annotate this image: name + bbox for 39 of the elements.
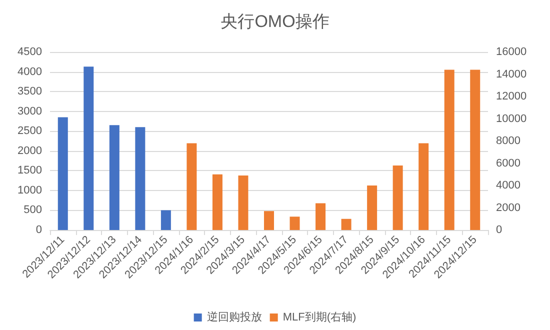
- bar: [109, 125, 120, 230]
- bar: [290, 216, 300, 230]
- bar: [418, 143, 429, 230]
- bar: [212, 174, 222, 230]
- y2-tick-label: 4000: [496, 180, 520, 192]
- y2-tick-label: 16000: [496, 46, 527, 58]
- bar: [160, 210, 171, 230]
- bar: [392, 165, 403, 230]
- legend-label: MLF到期(右轴): [282, 310, 356, 324]
- bar: [58, 117, 68, 230]
- y-tick-label: 500: [24, 204, 42, 216]
- bar: [238, 175, 248, 230]
- y-tick-label: 2500: [18, 125, 42, 138]
- bar: [135, 127, 146, 230]
- y2-tick-label: 2000: [496, 202, 520, 214]
- y2-tick-label: 8000: [496, 135, 520, 147]
- y-tick-label: 1500: [18, 164, 42, 177]
- y2-tick-label: 14000: [496, 68, 527, 80]
- y2-tick-label: 6000: [496, 157, 520, 170]
- y-tick-label: 4500: [18, 46, 42, 58]
- y2-tick-label: 10000: [496, 112, 527, 125]
- bar: [444, 70, 454, 230]
- y-tick-label: 3000: [18, 105, 42, 118]
- bar: [84, 66, 94, 230]
- y-tick-label: 0: [36, 224, 42, 236]
- y-tick-label: 2000: [18, 144, 42, 157]
- bar: [264, 211, 274, 230]
- bar: [470, 70, 480, 230]
- bar: [341, 218, 352, 230]
- y2-tick-label: 12000: [496, 90, 527, 102]
- y2-tick-label: 0: [496, 224, 502, 236]
- y-tick-label: 4000: [18, 66, 42, 78]
- y-tick-label: 1000: [18, 184, 42, 196]
- bar: [367, 186, 378, 230]
- bar: [316, 203, 326, 230]
- chart-title: 央行OMO操作: [220, 12, 330, 31]
- legend-label: 逆回购投放: [206, 310, 262, 324]
- bar: [186, 143, 197, 230]
- y-tick-label: 3500: [18, 86, 42, 98]
